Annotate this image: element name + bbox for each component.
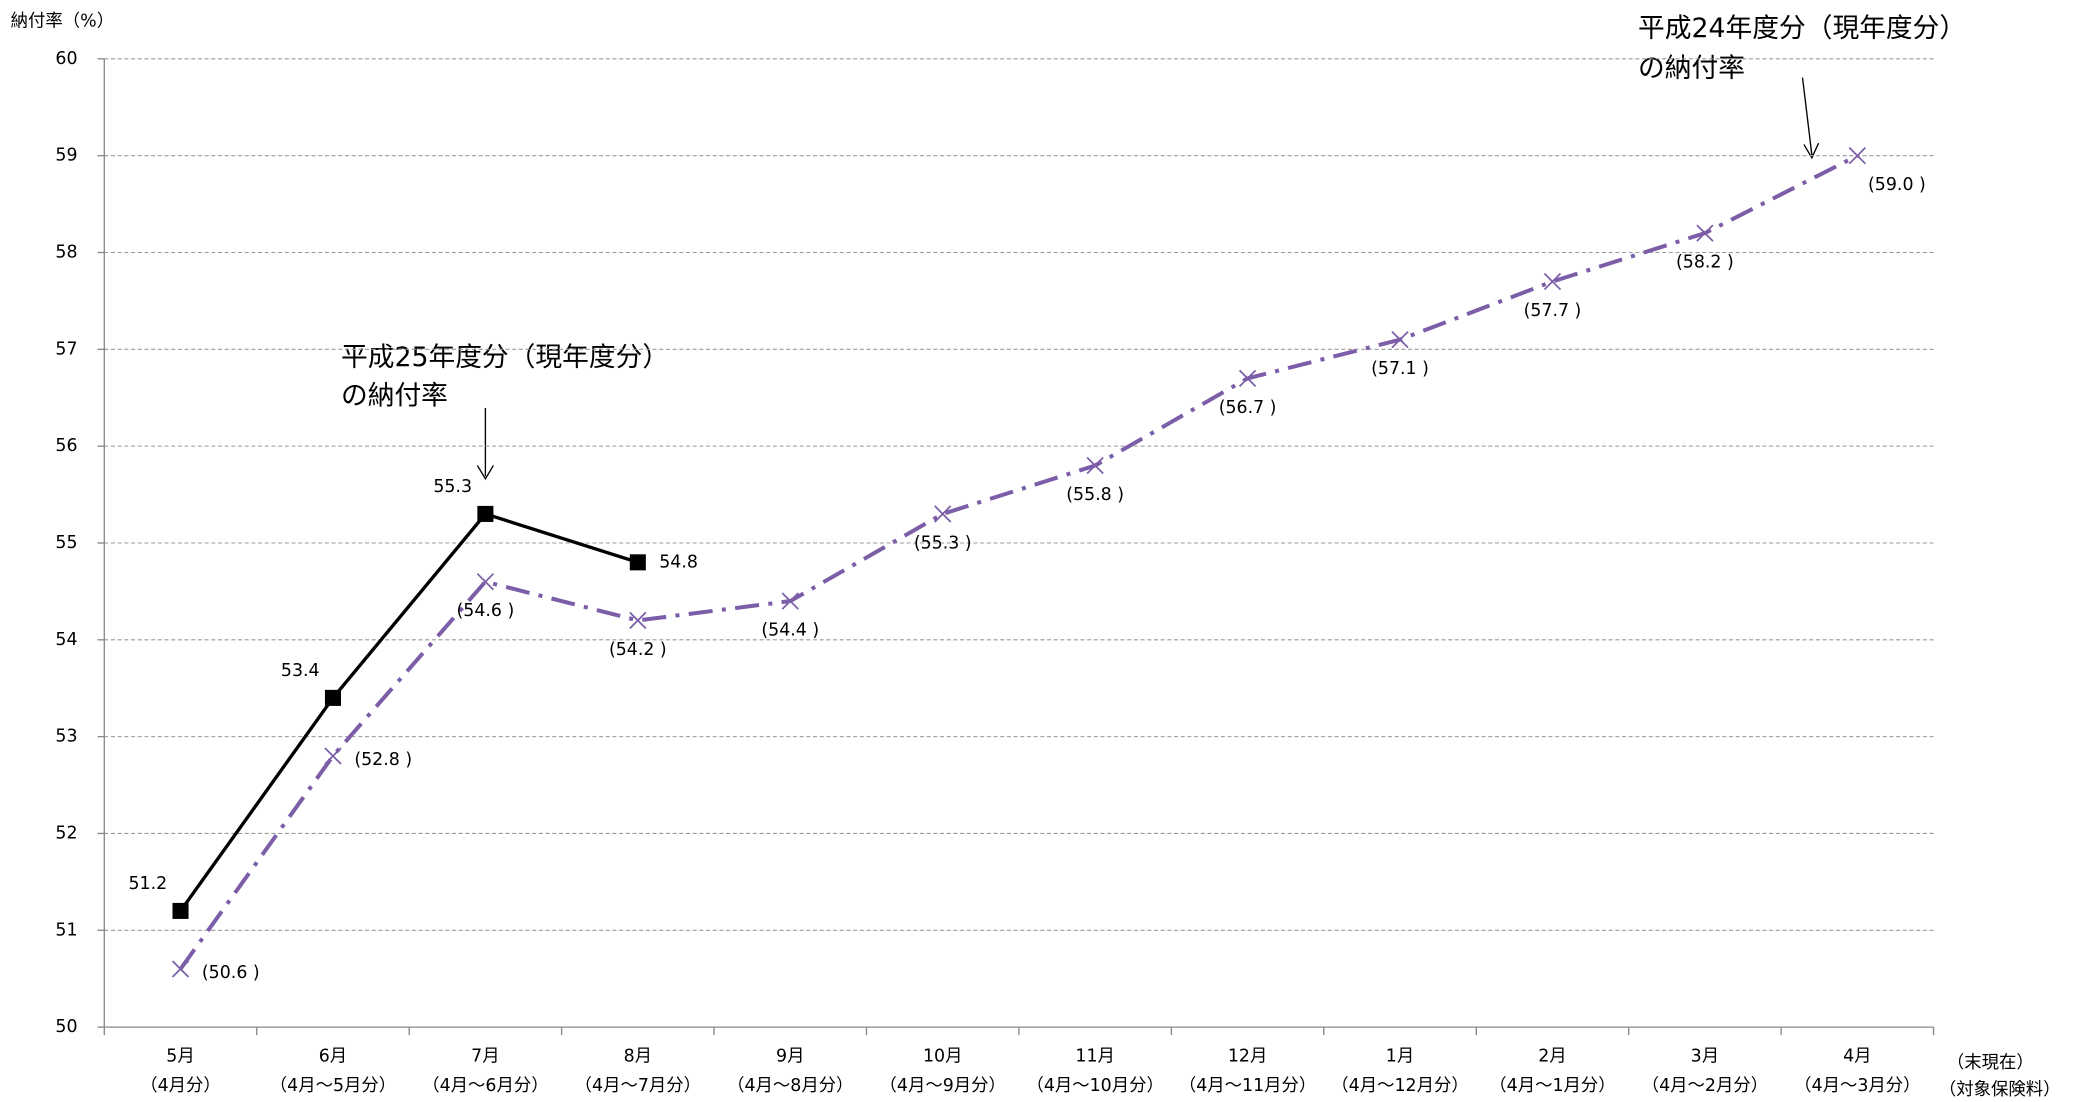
data-label: (55.8 ) [1066,485,1124,505]
annotation-arrowhead [1803,142,1820,160]
marker [629,611,647,630]
series-annotation: 平成24年度分（現年度分） [1638,13,1966,44]
marker [172,902,189,919]
x-tick-label: 10月 [923,1047,962,1067]
x-tick-label: （4月～7月分） [575,1076,701,1096]
marker [1086,456,1104,475]
y-tick-label: 50 [55,1017,77,1037]
marker [781,592,799,610]
data-label: 55.3 [433,477,472,497]
y-tick-label: 59 [55,146,77,166]
x-tick-label: （4月～11月分） [1179,1076,1316,1096]
x-tick-label: 9月 [776,1047,804,1067]
x-tick-label: 6月 [319,1047,347,1067]
marker [1391,331,1409,349]
x-tick-label: （4月～2月分） [1642,1076,1768,1096]
data-label: 51.2 [128,874,167,894]
y-axis-label: 納付率（%） [11,11,114,31]
data-label: (52.8 ) [354,750,412,770]
x-tick-label: （4月～6月分） [422,1076,548,1096]
series-line [178,153,1859,971]
x-tick-label: 3月 [1691,1047,1719,1067]
x-tick-label: （4月～1月分） [1489,1076,1615,1096]
data-label: (54.6 ) [457,601,515,621]
y-tick-label: 52 [55,823,77,843]
x-tick-label: 11月 [1075,1047,1114,1067]
marker [629,554,646,571]
y-tick-label: 54 [55,630,77,650]
data-label: 53.4 [281,661,320,681]
y-tick-label: 55 [55,533,77,553]
marker [324,689,341,706]
y-tick-label: 58 [55,242,77,262]
data-label: 54.8 [659,552,698,572]
x-tick-label: 7月 [471,1047,499,1067]
marker [1543,272,1562,291]
data-label: (59.0 ) [1868,175,1926,195]
series-line [179,511,639,912]
x-tick-label: 8月 [624,1047,652,1067]
marker [1696,224,1714,242]
data-label: (50.6 ) [202,963,260,983]
y-tick-label: 53 [55,727,77,747]
x-tick-label: 5月 [166,1047,194,1067]
x-tick-label: 12月 [1228,1047,1267,1067]
data-label: (54.4 ) [761,620,819,640]
x-tick-label: 1月 [1386,1047,1414,1067]
marker [324,747,342,765]
x-tick-label: （4月分） [140,1076,221,1096]
y-tick-label: 57 [55,339,77,359]
x-tick-label: （4月～3月分） [1794,1076,1920,1096]
series-annotation: の納付率 [1638,53,1745,84]
data-label: (57.7 ) [1524,301,1582,321]
data-label: (55.3 ) [914,533,972,553]
series-annotation: 平成25年度分（現年度分） [341,342,669,373]
marker [477,505,494,522]
x-tick-label: （4月～12月分） [1331,1076,1468,1096]
data-label: (57.1 ) [1371,359,1429,379]
data-label: (56.7 ) [1219,398,1277,418]
annotation-arrowhead [476,465,494,481]
marker [1848,147,1866,165]
x-axis-label: （対象保険料） [1939,1080,2061,1100]
x-tick-label: 2月 [1538,1047,1566,1067]
data-label: (58.2 ) [1676,253,1734,273]
x-tick-label: （4月～9月分） [880,1076,1006,1096]
x-axis-label: （末現在） [1947,1053,2034,1073]
annotation-arrow [1801,77,1813,156]
marker [1238,369,1257,388]
x-tick-label: 4月 [1843,1047,1871,1067]
series-annotation: の納付率 [341,381,448,412]
x-tick-label: （4月～5月分） [270,1076,396,1096]
marker [171,960,190,978]
y-tick-label: 56 [55,436,77,456]
data-label: (54.2 ) [609,640,667,660]
marker [934,505,952,523]
y-tick-label: 51 [55,920,77,940]
x-tick-label: （4月～10月分） [1026,1076,1163,1096]
y-tick-label: 60 [55,49,77,69]
x-tick-label: （4月～8月分） [727,1076,853,1096]
marker [476,573,495,591]
